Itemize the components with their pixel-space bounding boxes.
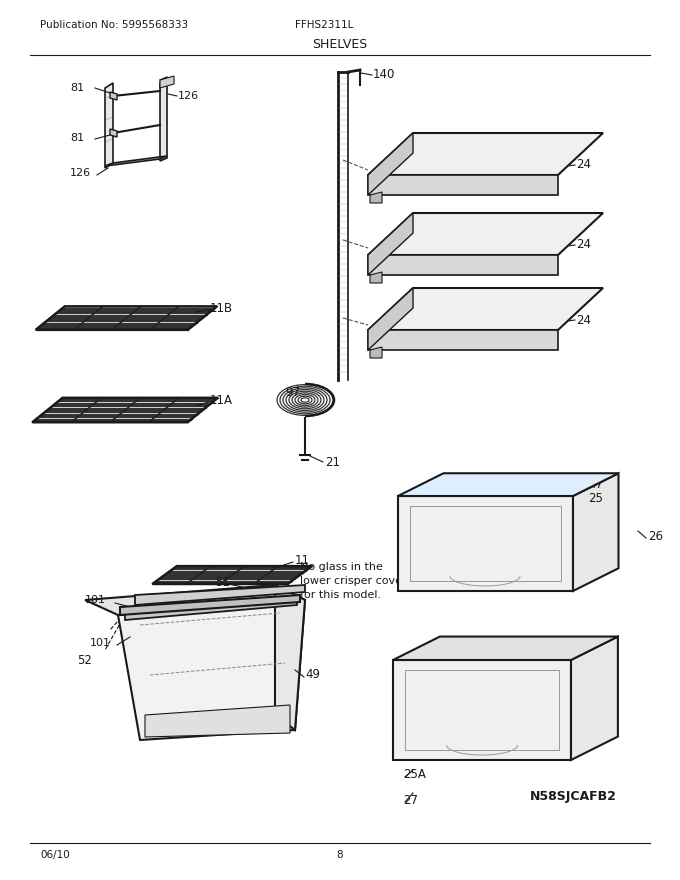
Polygon shape — [368, 175, 558, 195]
Text: 11: 11 — [295, 554, 310, 567]
Polygon shape — [398, 473, 619, 496]
Polygon shape — [393, 660, 571, 760]
Polygon shape — [105, 83, 113, 168]
Polygon shape — [368, 288, 603, 330]
Polygon shape — [110, 92, 117, 100]
Text: 8: 8 — [337, 850, 343, 860]
Text: 26: 26 — [648, 530, 663, 542]
Text: N58SJCAFB2: N58SJCAFB2 — [530, 790, 617, 803]
Text: 51: 51 — [215, 576, 230, 590]
Text: 25A: 25A — [403, 768, 426, 781]
Polygon shape — [370, 192, 382, 203]
Polygon shape — [368, 133, 603, 175]
Text: 126: 126 — [178, 91, 199, 101]
Polygon shape — [125, 598, 297, 620]
Polygon shape — [120, 595, 300, 615]
Polygon shape — [398, 496, 573, 591]
Polygon shape — [368, 213, 413, 275]
Text: 101: 101 — [90, 638, 111, 648]
Polygon shape — [110, 129, 117, 137]
Polygon shape — [368, 213, 603, 255]
Text: 52: 52 — [77, 654, 92, 666]
Text: lower crisper cover: lower crisper cover — [300, 576, 407, 586]
Polygon shape — [370, 272, 382, 283]
Polygon shape — [118, 600, 305, 740]
Polygon shape — [573, 473, 619, 591]
Text: for this model.: for this model. — [300, 590, 381, 600]
Text: 101: 101 — [85, 595, 106, 605]
Text: 11A: 11A — [210, 393, 233, 407]
Polygon shape — [135, 585, 305, 605]
Polygon shape — [368, 133, 413, 195]
Polygon shape — [275, 585, 305, 730]
Polygon shape — [160, 80, 167, 161]
Text: 140: 140 — [373, 69, 395, 82]
Text: 81: 81 — [70, 83, 84, 93]
Polygon shape — [145, 705, 290, 737]
Text: 97: 97 — [285, 386, 300, 400]
Text: 24: 24 — [576, 238, 591, 252]
Text: 24: 24 — [576, 313, 591, 326]
Polygon shape — [571, 636, 618, 760]
Text: 126: 126 — [70, 168, 91, 178]
Text: 21: 21 — [325, 456, 340, 468]
Polygon shape — [85, 585, 305, 615]
Polygon shape — [368, 330, 558, 350]
Text: No glass in the: No glass in the — [300, 562, 383, 572]
Text: 47: 47 — [588, 478, 603, 490]
Text: 11B: 11B — [210, 302, 233, 314]
Polygon shape — [105, 156, 167, 166]
Text: SHELVES: SHELVES — [312, 38, 368, 51]
Polygon shape — [368, 288, 413, 350]
Text: 25: 25 — [588, 493, 603, 505]
Text: 49: 49 — [305, 669, 320, 681]
Text: 27: 27 — [403, 794, 418, 806]
Text: Publication No: 5995568333: Publication No: 5995568333 — [40, 20, 188, 30]
Text: FFHS2311L: FFHS2311L — [295, 20, 354, 30]
Polygon shape — [393, 636, 618, 660]
Polygon shape — [160, 76, 174, 88]
Text: 81: 81 — [70, 133, 84, 143]
Polygon shape — [368, 255, 558, 275]
Text: 24: 24 — [576, 158, 591, 172]
Text: 06/10: 06/10 — [40, 850, 70, 860]
Polygon shape — [370, 347, 382, 358]
